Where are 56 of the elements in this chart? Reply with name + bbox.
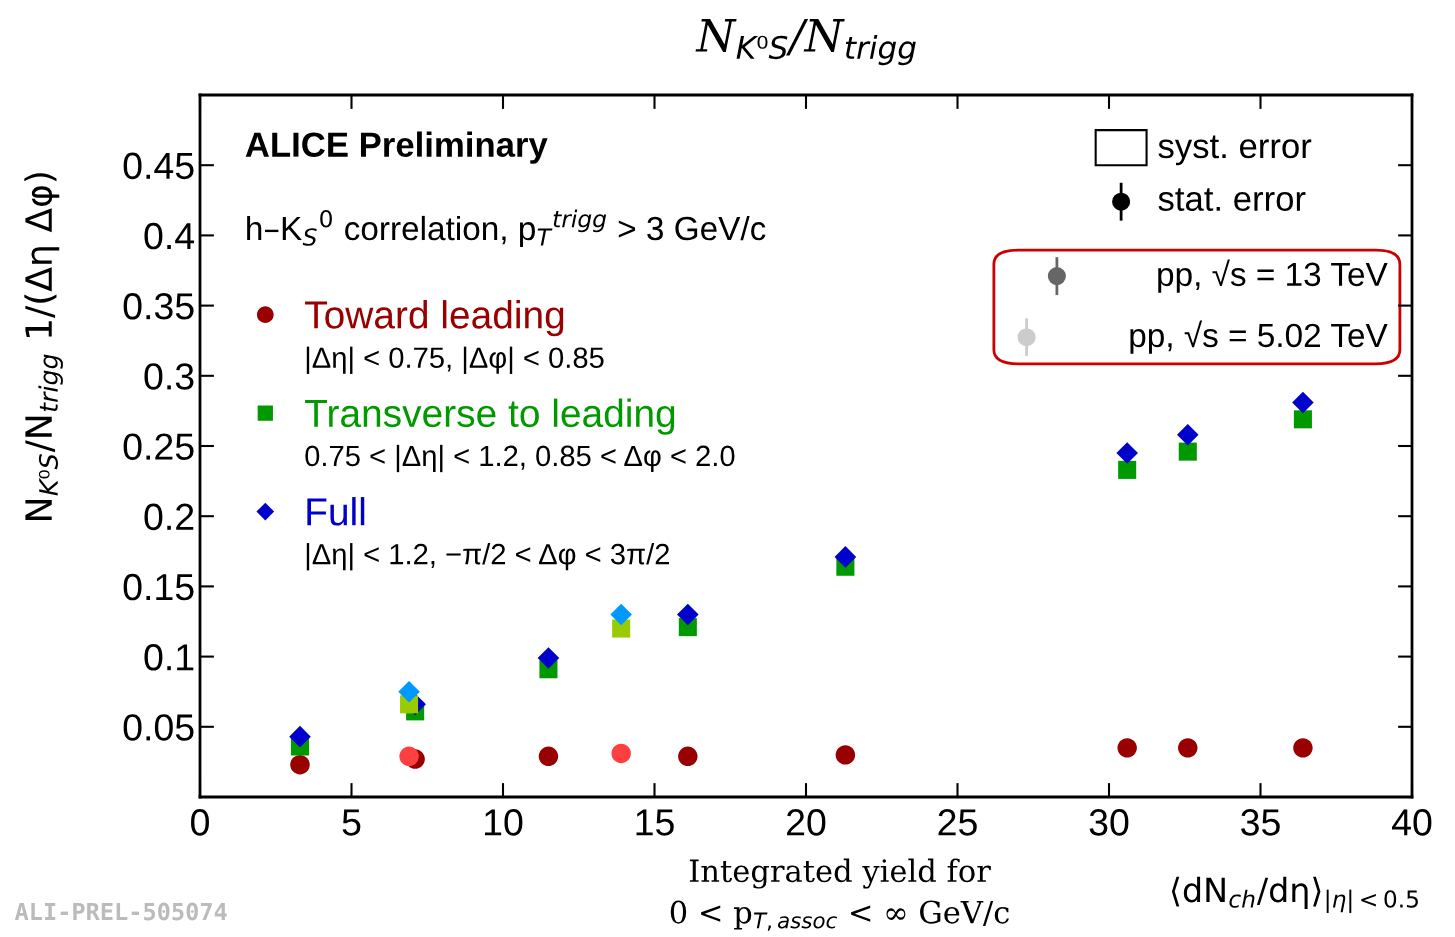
legend-label: Toward leading [305, 300, 564, 337]
x-tick-label: 5 [342, 809, 361, 836]
y-tick-label: 0.2 [144, 503, 194, 531]
y-axis-title: N$_{K⁰S}$/N$_{trigg}$ 1/(Δη Δφ) [24, 173, 63, 520]
point [1178, 738, 1198, 758]
x-tick-label: 10 [485, 809, 523, 836]
y-tick-label: 0.4 [144, 222, 195, 250]
annotation: 0.75 < |Δη| < 1.2, 0.85 < Δφ < 2.0 [305, 444, 735, 473]
point [1118, 460, 1137, 479]
annotation: pp, √s = 13 TeV [1158, 259, 1388, 293]
x-tick-label: 40 [1392, 809, 1432, 836]
y-tick-label: 0.05 [123, 714, 194, 741]
point [1116, 442, 1138, 464]
annotation: ALICE Preliminary [245, 131, 548, 164]
point [611, 743, 631, 764]
point [1293, 410, 1312, 429]
point [677, 603, 699, 626]
y-tick-label: 0.15 [123, 573, 194, 601]
point [290, 754, 310, 775]
point [1293, 738, 1313, 758]
point [538, 746, 559, 767]
point [1176, 423, 1199, 446]
chart-title: N$_{K⁰S}$/N$_{trigg}$ [695, 19, 916, 66]
point [289, 725, 311, 748]
y-tick-label: 0.25 [123, 433, 194, 460]
y-tick-label: 0.1 [144, 644, 194, 671]
point [1117, 738, 1137, 758]
point [1292, 391, 1314, 414]
point [834, 546, 857, 568]
annotation: |Δη| < 1.2, −π/2 < Δφ < 3π/2 [306, 543, 669, 571]
annotation: pp, √s = 5.02 TeV [1130, 320, 1388, 354]
point [537, 647, 560, 669]
x-tick-label: 35 [1241, 809, 1280, 836]
text: Integrated yield for 0 < p$_{T,assoc}$ < ∞ GeV/c [670, 858, 1009, 931]
point [835, 745, 856, 765]
annotation: h–K$_{S}$$^{0}$ correlation, p$_{T}$$^{trigg}$ > 3 GeV/c [247, 209, 766, 247]
x-tick-label: 25 [938, 809, 977, 836]
text: ALI-PREL-505074 [14, 902, 227, 921]
y-tick-label: 0.3 [144, 363, 194, 390]
legend-label: Transverse to leading [305, 398, 675, 435]
x-tick-label: 0 [191, 809, 209, 836]
point [398, 680, 420, 703]
x-tick-label: 30 [1089, 809, 1129, 836]
x-tick-label: 20 [787, 809, 826, 836]
point [399, 746, 419, 767]
point [1178, 442, 1197, 461]
annotation: |Δη| < 0.75, |Δφ| < 0.85 [306, 346, 604, 374]
x-tick-label: 15 [636, 809, 674, 836]
point [610, 603, 632, 626]
point [678, 746, 698, 767]
x-axis-title: ⟨dN$_{ch}$/dη⟩$_{|η|<0.5}$ [1171, 876, 1418, 913]
annotation: syst. error [1158, 135, 1312, 166]
y-tick-label: 0.35 [123, 293, 194, 320]
annotation: stat. error [1158, 188, 1306, 212]
y-tick-label: 0.45 [123, 152, 194, 180]
legend-label: Full [307, 497, 365, 526]
